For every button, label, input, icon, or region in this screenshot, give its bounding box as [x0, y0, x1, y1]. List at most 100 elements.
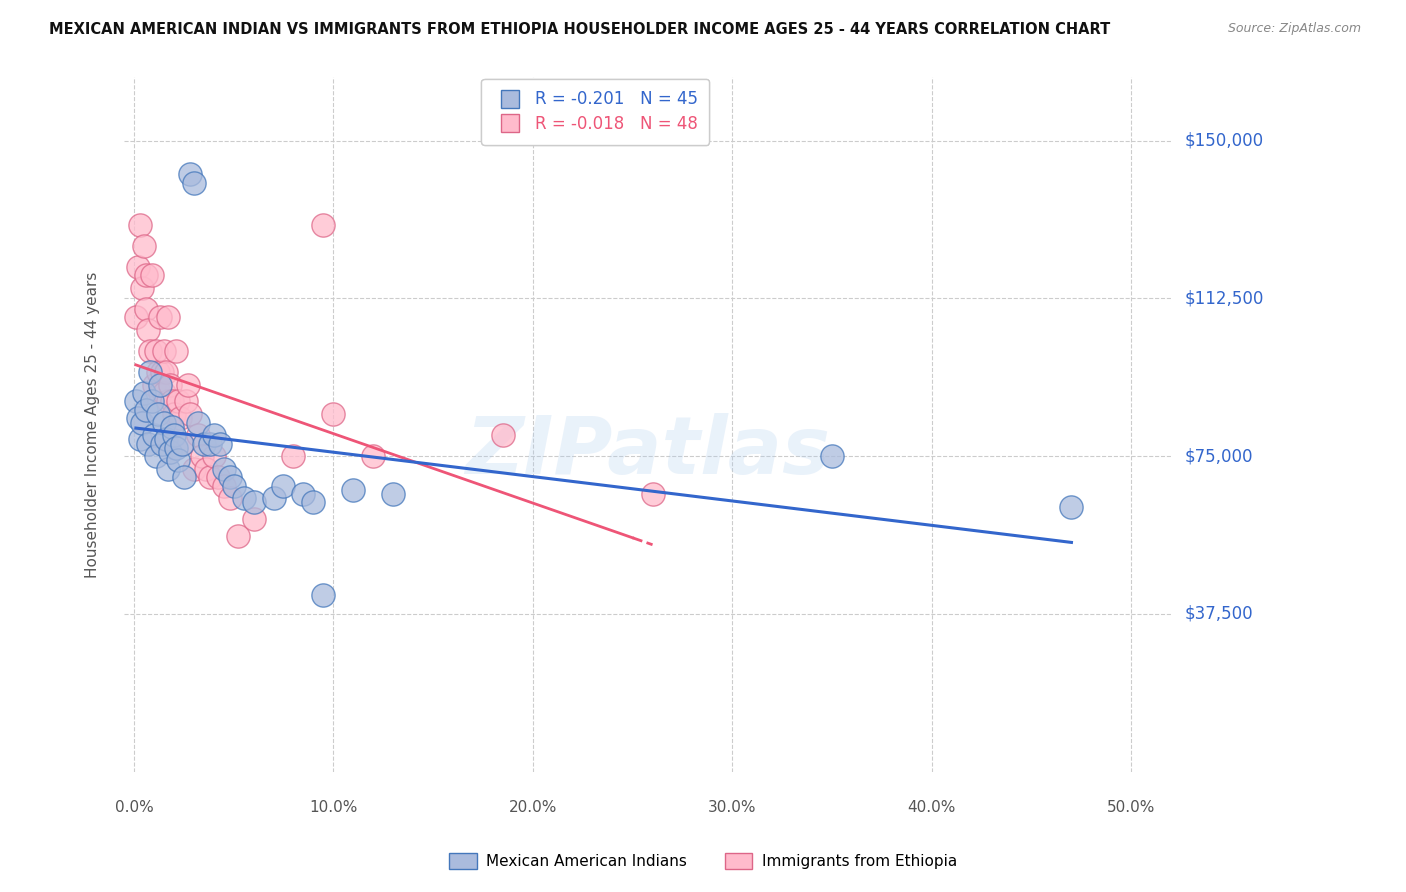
Point — [322, 407, 344, 421]
Point — [187, 428, 209, 442]
Point — [156, 310, 179, 325]
Point — [166, 394, 188, 409]
Text: 20.0%: 20.0% — [509, 799, 557, 814]
Point — [218, 491, 240, 506]
Point — [283, 449, 305, 463]
Point — [131, 416, 153, 430]
Text: 0.0%: 0.0% — [114, 799, 153, 814]
Point — [127, 411, 149, 425]
Point — [212, 478, 235, 492]
Point — [183, 176, 205, 190]
Point — [170, 436, 193, 450]
Point — [139, 365, 162, 379]
Point — [135, 268, 157, 283]
Point — [232, 491, 254, 506]
Point — [222, 478, 245, 492]
Y-axis label: Householder Income Ages 25 - 44 years: Householder Income Ages 25 - 44 years — [86, 271, 100, 578]
Text: $37,500: $37,500 — [1185, 605, 1254, 623]
Point — [145, 343, 167, 358]
Point — [135, 403, 157, 417]
Point — [194, 462, 217, 476]
Point — [150, 436, 173, 450]
Point — [212, 462, 235, 476]
Point — [198, 436, 221, 450]
Point — [160, 419, 183, 434]
Point — [342, 483, 364, 497]
Point — [165, 441, 187, 455]
Point — [141, 268, 163, 283]
Text: 40.0%: 40.0% — [908, 799, 956, 814]
Point — [492, 428, 515, 442]
Point — [146, 365, 169, 379]
Point — [146, 407, 169, 421]
Point — [226, 529, 249, 543]
Text: 10.0%: 10.0% — [309, 799, 357, 814]
Point — [312, 588, 335, 602]
Point — [169, 411, 191, 425]
Point — [149, 377, 172, 392]
Point — [139, 343, 162, 358]
Point — [153, 386, 176, 401]
Point — [128, 218, 150, 232]
Legend: Mexican American Indians, Immigrants from Ethiopia: Mexican American Indians, Immigrants fro… — [443, 847, 963, 875]
Text: $150,000: $150,000 — [1185, 131, 1264, 150]
Point — [361, 449, 384, 463]
Point — [207, 470, 229, 484]
Point — [136, 323, 159, 337]
Point — [142, 428, 165, 442]
Text: 50.0%: 50.0% — [1107, 799, 1156, 814]
Point — [382, 487, 405, 501]
Point — [166, 453, 188, 467]
Point — [149, 386, 172, 401]
Point — [159, 445, 181, 459]
Point — [159, 377, 181, 392]
Point — [273, 478, 295, 492]
Point — [190, 449, 212, 463]
Point — [242, 495, 264, 509]
Point — [127, 260, 149, 274]
Point — [155, 433, 177, 447]
Point — [179, 407, 201, 421]
Point — [641, 487, 664, 501]
Point — [163, 407, 186, 421]
Point — [170, 436, 193, 450]
Point — [165, 343, 187, 358]
Point — [218, 470, 240, 484]
Point — [135, 301, 157, 316]
Point — [242, 512, 264, 526]
Point — [153, 416, 176, 430]
Point — [160, 394, 183, 409]
Point — [187, 416, 209, 430]
Text: $112,500: $112,500 — [1185, 289, 1264, 308]
Point — [131, 281, 153, 295]
Text: Source: ZipAtlas.com: Source: ZipAtlas.com — [1227, 22, 1361, 36]
Point — [302, 495, 325, 509]
Point — [132, 239, 155, 253]
Point — [198, 470, 221, 484]
Point — [174, 394, 197, 409]
Text: MEXICAN AMERICAN INDIAN VS IMMIGRANTS FROM ETHIOPIA HOUSEHOLDER INCOME AGES 25 -: MEXICAN AMERICAN INDIAN VS IMMIGRANTS FR… — [49, 22, 1111, 37]
Point — [132, 386, 155, 401]
Point — [125, 310, 148, 325]
Text: ZIPatlas: ZIPatlas — [465, 413, 830, 491]
Point — [173, 470, 195, 484]
Point — [156, 394, 179, 409]
Point — [292, 487, 315, 501]
Point — [208, 436, 231, 450]
Text: $75,000: $75,000 — [1185, 447, 1254, 465]
Point — [163, 428, 186, 442]
Point — [177, 377, 200, 392]
Point — [142, 377, 165, 392]
Text: 30.0%: 30.0% — [709, 799, 756, 814]
Point — [183, 462, 205, 476]
Point — [1060, 500, 1083, 514]
Point — [263, 491, 285, 506]
Point — [156, 462, 179, 476]
Point — [136, 436, 159, 450]
Point — [125, 394, 148, 409]
Point — [145, 449, 167, 463]
Point — [155, 365, 177, 379]
Point — [821, 449, 844, 463]
Point — [141, 394, 163, 409]
Point — [193, 436, 215, 450]
